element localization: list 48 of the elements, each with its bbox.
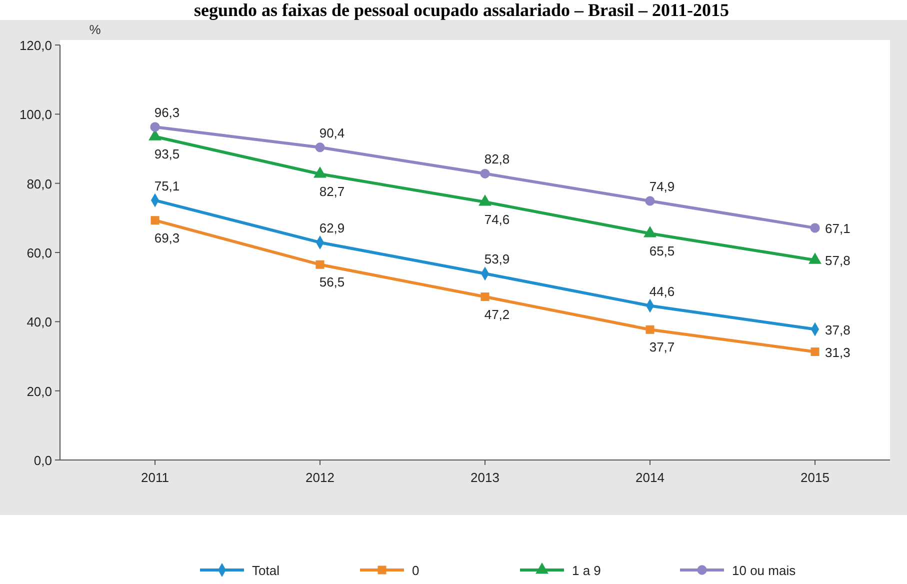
x-tick-label: 2011	[141, 470, 169, 485]
data-label: 31,3	[825, 344, 850, 360]
data-label: 62,9	[319, 220, 345, 236]
y-tick-label: 20,0	[26, 384, 52, 399]
x-tick-label: 2012	[306, 470, 334, 485]
legend-label: 0	[412, 563, 420, 578]
y-tick-label: 80,0	[26, 176, 52, 192]
legend-label: 1 a 9	[572, 563, 601, 578]
y-tick-label: 60,0	[26, 246, 52, 260]
data-label: 57,8	[825, 253, 850, 268]
data-label: 56,5	[319, 274, 345, 290]
data-label: 74,6	[484, 212, 510, 228]
data-label: 74,9	[649, 178, 675, 194]
data-label: 37,8	[825, 322, 850, 338]
data-label: 65,5	[649, 243, 675, 258]
y-tick-label: 40,0	[26, 314, 52, 330]
point	[150, 216, 160, 225]
data-label: 82,8	[484, 152, 510, 167]
data-label: 93,5	[154, 146, 180, 162]
y-axis-title: %	[89, 22, 102, 37]
legend-label: 10 ou mais	[732, 563, 796, 578]
data-label: 96,3	[154, 104, 180, 120]
legend-label: Total	[252, 563, 280, 578]
x-tick-label: 2015	[800, 470, 830, 485]
data-label: 90,4	[319, 125, 345, 140]
y-tick-label: 120,0	[19, 38, 52, 53]
y-tick-label: 100,0	[19, 107, 52, 122]
point	[810, 223, 820, 233]
y-tick-label: 0,0	[34, 453, 52, 468]
point	[645, 196, 655, 206]
data-label: 44,6	[649, 284, 675, 299]
data-label: 37,7	[649, 340, 675, 355]
x-tick-label: 2014	[636, 470, 664, 485]
x-tick-label: 2013	[470, 470, 500, 485]
data-label: 47,2	[484, 306, 510, 322]
chart-title: segundo as faixas de pessoal ocupado assalariado – Brasil – 2011-2015	[194, 0, 730, 20]
data-label: 67,1	[825, 220, 850, 236]
point	[480, 292, 490, 302]
point	[480, 168, 490, 178]
point	[646, 325, 654, 334]
point	[316, 260, 324, 269]
data-label: 53,9	[484, 252, 510, 267]
data-label: 82,7	[319, 184, 345, 199]
point	[315, 142, 325, 152]
data-label: 75,1	[154, 178, 180, 194]
point	[810, 347, 820, 356]
point	[150, 122, 160, 132]
data-label: 69,3	[154, 230, 180, 246]
